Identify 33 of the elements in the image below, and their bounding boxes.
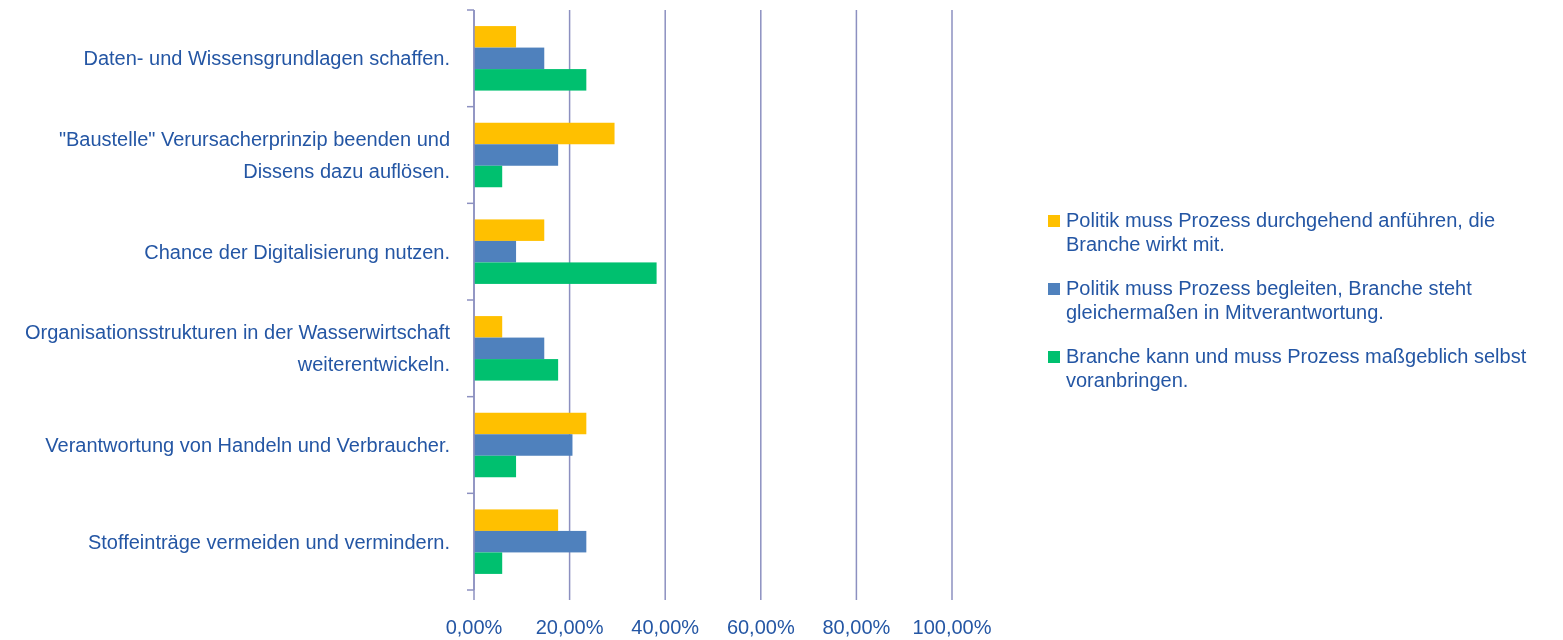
legend-label: Branche kann und muss Prozess maßgeblich selbst voranbringen. [1066,345,1527,391]
bar [474,144,559,166]
bar [474,26,517,48]
bar [474,552,503,574]
bar [474,69,587,91]
bar [474,47,545,70]
y-tick-label: Verantwortung von Handeln und Verbraucher. [45,434,450,456]
bar [474,316,503,338]
bar [474,262,657,284]
x-tick-label: 60,00% [726,616,795,638]
bar [474,455,517,478]
legend-label: Politik muss Prozess durchgehend anführen, die Branche wirkt mit. [1066,209,1496,255]
y-tick-label: Daten- und Wissensgrundlagen schaffen. [83,47,450,70]
y-tick-label: Organisationsstrukturen in der Wasserwirtschaft weiterentwickeln. [25,321,451,376]
bar [474,434,573,456]
bar [474,359,559,381]
legend-label: Politik muss Prozess begleiten, Branche steht gleichermaßen in Mitverantwortung. [1066,277,1473,323]
bar [474,240,517,263]
bar [474,412,587,435]
bar [474,122,615,145]
y-tick-label: "Baustelle" Verursacherprinzip beenden und Dissens dazu auflösen. [58,128,450,182]
bar [474,219,545,241]
x-tick-label: 80,00% [822,616,891,638]
bar [474,337,545,360]
x-tick-label: 100,00% [912,616,992,638]
bar [474,509,559,531]
x-tick-label: 20,00% [535,616,604,638]
bar [474,165,503,188]
bar [474,530,587,553]
x-tick-label: 40,00% [631,616,700,638]
y-tick-label: Chance der Digitalisierung nutzen. [144,240,450,263]
y-tick-label: Stoffeinträge vermeiden und vermindern. [87,530,450,553]
x-tick-label: 0,00% [445,616,503,638]
